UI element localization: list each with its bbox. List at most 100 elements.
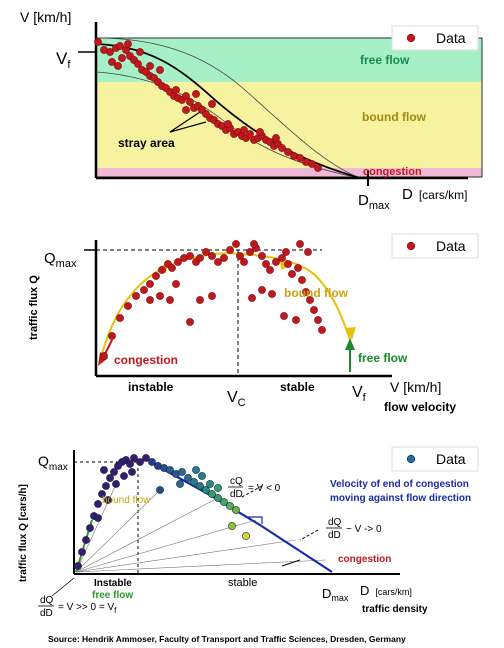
data-point	[298, 276, 306, 284]
bound-flow-label: bound flow	[362, 110, 427, 124]
data-point	[78, 548, 86, 556]
data-point	[288, 270, 296, 278]
velocity-rays	[75, 479, 327, 573]
panel-flux-density: traffic flux Q [cars/h] Qmax bound flow …	[18, 446, 479, 619]
legend-label: Data	[436, 451, 466, 467]
data-point	[232, 506, 240, 514]
panel2-x-label: V [km/h]	[390, 379, 441, 395]
data-point	[100, 352, 108, 360]
qmax-label: Qmax	[44, 250, 77, 270]
data-point	[196, 254, 204, 262]
data-point	[100, 466, 108, 474]
data-point	[172, 280, 180, 288]
panel3-x-sub-label: traffic density	[362, 604, 428, 615]
data-point	[106, 474, 114, 482]
data-point	[146, 296, 154, 304]
eq2-rest: ~ V -> 0	[346, 524, 382, 535]
source-credit: Source: Hendrik Ammoser, Faculty of Tran…	[48, 634, 406, 644]
data-point	[148, 458, 156, 466]
data-point	[226, 502, 234, 510]
panel3-legend: Data	[391, 446, 479, 472]
data-point	[186, 318, 194, 326]
congestion-note-1: Velocity of end of congestion	[330, 479, 469, 490]
data-point	[108, 332, 116, 340]
data-point	[196, 482, 204, 490]
panel3-free-flow-label: free flow	[92, 590, 133, 601]
panel1-x-label: D [cars/km]	[402, 186, 468, 203]
data-point	[206, 480, 214, 488]
data-point	[310, 306, 318, 314]
flux-curve-right	[239, 253, 351, 341]
data-point	[132, 292, 140, 300]
data-point	[220, 254, 228, 262]
instable-label: instable	[128, 380, 174, 394]
legend-dot	[406, 241, 416, 251]
panel2-free-flow-label: free flow	[358, 351, 408, 365]
legend-label: Data	[436, 30, 466, 46]
data-point	[128, 468, 136, 476]
eq1-rest: = V < 0	[248, 483, 281, 494]
legend-dot	[406, 33, 416, 43]
eq3-pointer	[51, 577, 75, 597]
data-point	[268, 290, 276, 298]
eq3-numerator: dQ	[40, 595, 54, 606]
stray-area-label: stray area	[118, 136, 175, 150]
data-point	[278, 254, 286, 262]
panel2-bound-flow-label: bound flow	[284, 286, 349, 300]
data-point	[256, 128, 264, 136]
panel2-congestion-label: congestion	[114, 353, 178, 367]
dmax-label: Dmax	[358, 192, 390, 212]
data-point	[182, 106, 190, 114]
data-point	[120, 472, 128, 480]
panel3-y-label: traffic flux Q [cars/h]	[18, 484, 29, 582]
free-flow-arrowhead	[345, 338, 355, 350]
data-point	[156, 292, 164, 300]
data-point	[124, 40, 132, 48]
data-point	[190, 478, 198, 486]
data-point	[272, 134, 280, 142]
data-point	[166, 466, 174, 474]
data-point	[198, 472, 206, 480]
panel3-congestion-label: congestion	[338, 554, 391, 565]
eq3-rest: = V >> 0 = Vf	[58, 602, 117, 615]
data-point	[94, 514, 102, 522]
data-point	[232, 240, 240, 248]
data-point	[284, 148, 292, 156]
data-point	[246, 248, 254, 256]
stray-arrow-2	[169, 121, 207, 133]
data-point	[308, 160, 316, 168]
congestion-band	[96, 168, 482, 177]
data-point	[146, 280, 154, 288]
data-point	[172, 86, 180, 94]
data-point	[114, 62, 122, 70]
data-point	[304, 248, 312, 256]
legend-label: Data	[436, 238, 466, 254]
data-point	[136, 458, 144, 466]
eq3-denominator: dD	[40, 608, 53, 619]
panel-flux-velocity: traffic flux Q Qmax bound flow congestio…	[28, 233, 479, 414]
data-point	[294, 264, 302, 272]
data-point	[250, 240, 258, 248]
data-point	[94, 38, 102, 46]
eq1-denominator: dD	[230, 489, 243, 500]
tangent-pointer-1	[239, 485, 263, 499]
congestion-arrow	[281, 559, 301, 567]
panel3-x-label: D [cars/km]	[360, 583, 412, 598]
data-point	[186, 252, 194, 260]
data-point	[130, 454, 138, 462]
congestion-note-2: moving against flow direction	[330, 493, 471, 504]
panel1-data-points	[94, 38, 322, 172]
data-point	[178, 468, 186, 476]
data-point	[208, 490, 216, 498]
data-point	[258, 286, 266, 294]
data-point	[220, 498, 228, 506]
data-point	[208, 100, 216, 108]
data-point	[272, 258, 280, 266]
data-point	[278, 144, 286, 152]
data-point	[296, 240, 304, 248]
data-point	[280, 312, 288, 320]
data-point	[318, 326, 326, 334]
data-point	[246, 130, 254, 138]
data-point	[142, 454, 150, 462]
